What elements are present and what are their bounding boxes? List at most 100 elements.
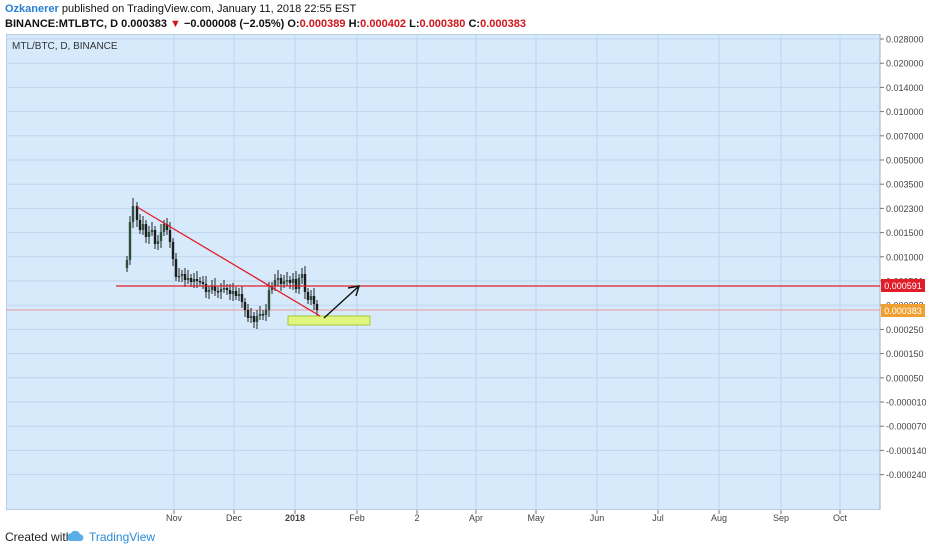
candle-body	[303, 274, 307, 292]
low-value: 0.000380	[419, 18, 466, 30]
candle-body	[159, 232, 163, 241]
candle-body	[216, 291, 220, 293]
x-tick-label: Feb	[349, 513, 365, 523]
footer: Created with TradingView	[0, 524, 932, 550]
chart-svg[interactable]: 0.028000 0.020000 0.014000 0.010000 0.007000…	[5, 33, 927, 524]
y-tick-label: 0.001000	[886, 252, 924, 262]
chart-title: MTL/BTC, D, BINANCE	[12, 41, 118, 52]
candle-body	[192, 279, 196, 282]
x-tick-label: Jun	[590, 513, 605, 523]
candle-body	[138, 220, 142, 230]
symbol-text: BINANCE:MTLBTC, D 0.000383	[5, 18, 167, 30]
y-tick-label: 0.007000	[886, 131, 924, 141]
level-price-tag	[881, 279, 925, 292]
last-price-tag-label: 0.000383	[884, 306, 922, 316]
x-tick-label: May	[527, 513, 545, 523]
candle-body	[131, 206, 135, 222]
x-tick-label: Oct	[833, 513, 848, 523]
tradingview-brand[interactable]: TradingView	[89, 530, 156, 544]
x-tick-label: Apr	[469, 513, 483, 523]
candle-body	[189, 278, 193, 282]
x-tick-label: Aug	[711, 513, 727, 523]
candle-body	[180, 274, 184, 276]
high-label: H:	[348, 18, 361, 30]
y-tick-label: -0.000010	[886, 398, 926, 408]
candle-body	[258, 314, 262, 316]
descending-trendline[interactable]	[136, 206, 321, 317]
candle-body	[219, 289, 223, 292]
chart-header: Ozkanerer published on TradingView.com, …	[0, 0, 932, 34]
candle-body	[128, 222, 132, 260]
open-label: O:	[287, 18, 300, 30]
candle-body	[309, 296, 313, 300]
last-price-tag	[881, 304, 925, 317]
candle-body	[228, 290, 232, 294]
x-tick-label: 2018	[285, 513, 305, 523]
candle-body	[125, 260, 129, 268]
candle-body	[306, 292, 310, 300]
candle-body	[153, 230, 157, 244]
candle-body	[252, 316, 256, 322]
candle-body	[165, 224, 169, 230]
y-tick-label: 0.010000	[886, 107, 924, 117]
candle-body	[168, 230, 172, 242]
y-tick-label: 0.028000	[886, 35, 924, 45]
candle-body	[300, 274, 304, 278]
close-label: C:	[468, 18, 481, 30]
candle-body	[240, 294, 244, 302]
chart-frame[interactable]: 0.028000 0.020000 0.014000 0.010000 0.007000…	[5, 33, 927, 524]
candle-body	[174, 259, 178, 277]
y-tick-label: -0.000070	[886, 422, 926, 432]
x-tick-label: 2	[414, 513, 419, 523]
candle-body	[150, 230, 154, 232]
created-with-text: Created with	[5, 530, 73, 544]
candle-body	[312, 296, 316, 304]
author-link[interactable]: Ozkanerer	[5, 3, 59, 15]
price-axis[interactable]	[880, 34, 926, 510]
up-arrow-annotation[interactable]	[323, 286, 359, 319]
y-tick-label: 0.000250	[886, 325, 924, 335]
candle-body	[183, 274, 187, 280]
candle-body	[246, 310, 250, 318]
candle-body	[255, 316, 259, 322]
publish-line: Ozkanerer published on TradingView.com, …	[5, 3, 356, 15]
y-tick-label: 0.014000	[886, 83, 924, 93]
x-tick-label: Sep	[773, 513, 789, 523]
candle-body	[207, 290, 211, 292]
candle-body	[276, 278, 280, 280]
published-text: published on TradingView.com, January 11…	[61, 3, 357, 15]
candle-body	[195, 279, 199, 281]
open-value: 0.000389	[299, 18, 346, 30]
candle-body	[282, 281, 286, 284]
candle-body	[249, 316, 253, 318]
grid-lines	[6, 34, 880, 510]
level-price-tag-label: 0.000591	[884, 281, 922, 291]
x-tick-label: Nov	[166, 513, 183, 523]
candle-body	[225, 288, 229, 290]
price-tags: 0.000591 0.000383	[881, 279, 925, 317]
support-zone-box[interactable]	[287, 315, 371, 326]
candle-body	[171, 242, 175, 259]
candle-body	[135, 206, 139, 220]
candle-body	[147, 232, 151, 237]
high-value: 0.000402	[360, 18, 407, 30]
plot-area[interactable]	[5, 33, 881, 511]
candle-body	[222, 288, 226, 290]
candle-body	[273, 280, 277, 286]
candle-body	[186, 278, 190, 280]
y-tick-label: 0.020000	[886, 59, 924, 69]
tradingview-cloud-icon	[67, 530, 84, 541]
candle-body	[291, 279, 295, 283]
candle-body	[315, 304, 319, 310]
x-tick-labels: Nov Dec 2018 Feb 2 Apr May Jun Jul Aug Sep Oct	[166, 510, 848, 523]
candle-body	[201, 282, 205, 284]
candle-body	[234, 291, 238, 296]
y-tick-label: 0.000150	[886, 349, 924, 359]
candle-body	[297, 278, 301, 289]
y-tick-label: 0.001500	[886, 228, 924, 238]
y-tick-label: 0.002300	[886, 204, 924, 214]
y-tick-label: 0.005000	[886, 156, 924, 166]
candle-body	[237, 294, 241, 296]
time-axis[interactable]	[6, 510, 926, 524]
candle-body	[162, 224, 166, 232]
